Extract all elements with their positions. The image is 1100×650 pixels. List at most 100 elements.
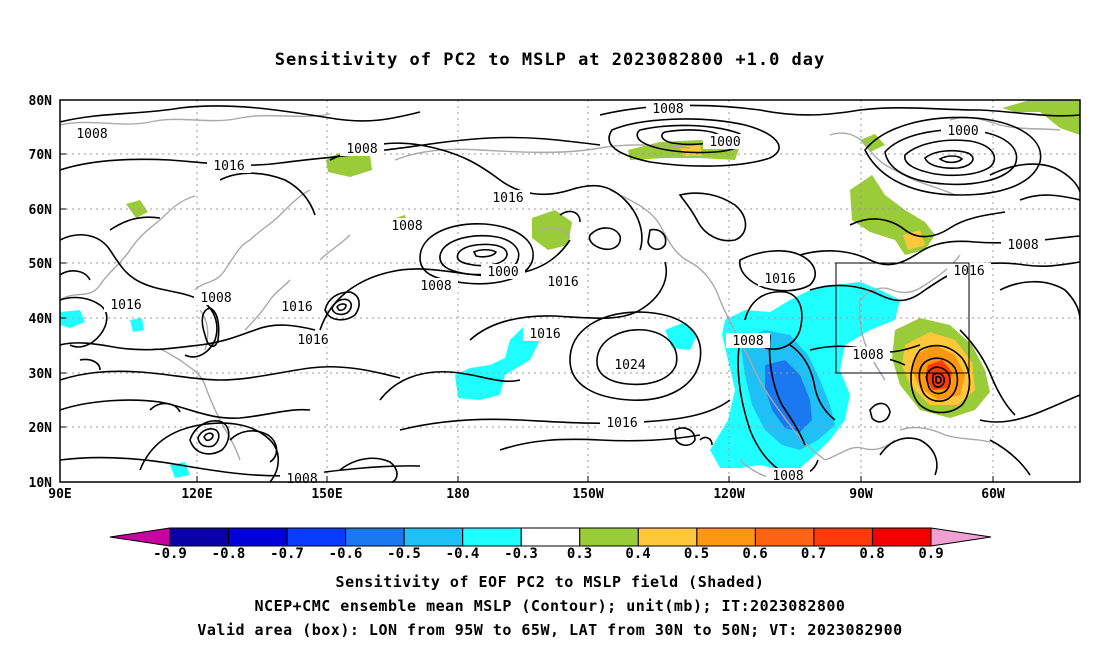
contour-label: 1016: [541, 274, 585, 290]
svg-text:1008: 1008: [772, 469, 803, 484]
lon-label: 60W: [981, 487, 1005, 502]
svg-text:1008: 1008: [652, 102, 683, 117]
svg-text:1008: 1008: [732, 334, 763, 349]
shade-negative-china: [130, 318, 144, 332]
colorbar-cell: [520, 527, 581, 547]
lon-label: 150W: [572, 487, 603, 502]
svg-text:1008: 1008: [200, 291, 231, 306]
lon-label: 90W: [849, 487, 873, 502]
mslp-contours: [60, 104, 1080, 483]
contour-labels: 1008 1008 1008 1008 1008 1008 1008 1008 …: [70, 101, 1045, 487]
shade-positive-siberia: [126, 200, 148, 218]
lon-label: 120W: [713, 487, 744, 502]
contour-label: 1016: [486, 190, 530, 206]
svg-text:1008: 1008: [852, 348, 883, 363]
colorbar-cell: [813, 527, 873, 547]
contour-label: 1000: [941, 123, 985, 139]
valid-area-box: [835, 262, 970, 374]
contour-label: 1016: [275, 299, 319, 315]
contour-label: 1008: [280, 471, 324, 487]
shade-negative-west: [60, 310, 85, 328]
colorbar-tick-label: -0.9: [153, 546, 187, 562]
contour-label: 1024: [608, 357, 652, 373]
svg-text:1016: 1016: [492, 191, 523, 206]
lat-label: 30N: [29, 367, 53, 382]
colorbar-cell: [228, 527, 288, 547]
lat-label: 10N: [29, 476, 53, 491]
shade-positive-top-right: [1002, 100, 1080, 135]
plot-frame: [59, 99, 1081, 483]
contour-label: 1016: [291, 332, 335, 348]
lat-label: 50N: [29, 257, 53, 272]
colorbar-tick-label: 0.9: [918, 546, 943, 562]
axis-ticks: [60, 99, 994, 482]
colorbar-cell: [637, 527, 698, 547]
contour-label: 1008: [1001, 237, 1045, 253]
contour-label: 1008: [340, 141, 384, 157]
colorbar-tick-label: -0.3: [504, 546, 538, 562]
lat-label: 80N: [29, 94, 53, 109]
colorbar-tick-label: -0.7: [270, 546, 304, 562]
contour-label: 1008: [766, 468, 810, 484]
svg-text:1016: 1016: [297, 333, 328, 348]
svg-text:1016: 1016: [764, 272, 795, 287]
svg-text:1016: 1016: [547, 275, 578, 290]
svg-text:1000: 1000: [487, 265, 518, 280]
lat-lon-grid: [60, 100, 1080, 482]
colorbar-cell: [579, 527, 639, 547]
svg-text:1008: 1008: [76, 127, 107, 142]
shade-negative-pacific-2: [665, 322, 697, 350]
colorbar-high-arrow: [930, 527, 992, 547]
lon-label: 150E: [311, 487, 342, 502]
colorbar-tick-label: -0.5: [387, 546, 421, 562]
colorbar-cell: [696, 527, 756, 547]
svg-text:1024: 1024: [614, 358, 645, 373]
contour-label: 1008: [194, 290, 238, 306]
colorbar-labels: -0.9 -0.8 -0.7 -0.6 -0.5 -0.4 -0.3 0.3 0…: [153, 546, 944, 562]
svg-text:1016: 1016: [281, 300, 312, 315]
lat-label: 40N: [29, 312, 53, 327]
lon-label: 120E: [181, 487, 212, 502]
map-title: Sensitivity of PC2 to MSLP at 2023082800…: [274, 50, 826, 70]
colorbar-cell: [871, 527, 932, 547]
contour-label: 1008: [646, 101, 690, 117]
lon-label: 90E: [48, 487, 71, 502]
longitude-labels: 90E 120E 150E 180 150W 120W 90W 60W: [48, 487, 1005, 502]
colorbar-tick-label: -0.4: [446, 546, 480, 562]
colorbar-cell: [286, 527, 347, 547]
svg-text:1008: 1008: [391, 219, 422, 234]
colorbar-cell: [169, 527, 230, 547]
contour-label: 1016: [758, 271, 802, 287]
colorbar-tick-label: 0.5: [684, 546, 709, 562]
contour-label: 1016: [523, 326, 567, 342]
svg-text:1000: 1000: [709, 135, 740, 150]
colorbar-tick-label: -0.8: [212, 546, 246, 562]
colorbar-low-arrow: [109, 527, 171, 547]
svg-text:1008: 1008: [346, 142, 377, 157]
colorbar-tick-label: 0.3: [567, 546, 592, 562]
shade-negative-pacific-1: [455, 325, 540, 400]
svg-text:1016: 1016: [213, 159, 244, 174]
svg-text:1016: 1016: [529, 327, 560, 342]
lat-label: 20N: [29, 421, 53, 436]
shade-positive-labrador-orange: [903, 230, 925, 250]
lat-label: 60N: [29, 203, 53, 218]
colorbar-tick-label: 0.6: [742, 546, 767, 562]
lat-label: 70N: [29, 148, 53, 163]
svg-text:1008: 1008: [286, 472, 317, 487]
lon-label: 180: [446, 487, 470, 502]
colorbar-cells: [169, 527, 932, 547]
contour-label: 1016: [104, 297, 148, 313]
colorbar-cell: [754, 527, 815, 547]
colorbar: -0.9 -0.8 -0.7 -0.6 -0.5 -0.4 -0.3 0.3 0…: [109, 527, 992, 562]
caption-line-2: NCEP+CMC ensemble mean MSLP (Contour); u…: [254, 597, 846, 615]
contour-label: 1000: [481, 264, 525, 280]
shade-positive-pacific: [532, 210, 572, 250]
contour-label: 1000: [703, 134, 747, 150]
contour-label: 1008: [414, 278, 458, 294]
svg-text:1008: 1008: [1007, 238, 1038, 253]
colorbar-tick-label: 0.4: [625, 546, 650, 562]
latitude-labels: 80N 70N 60N 50N 40N 30N 20N 10N: [29, 94, 53, 491]
contour-label: 1008: [385, 218, 429, 234]
